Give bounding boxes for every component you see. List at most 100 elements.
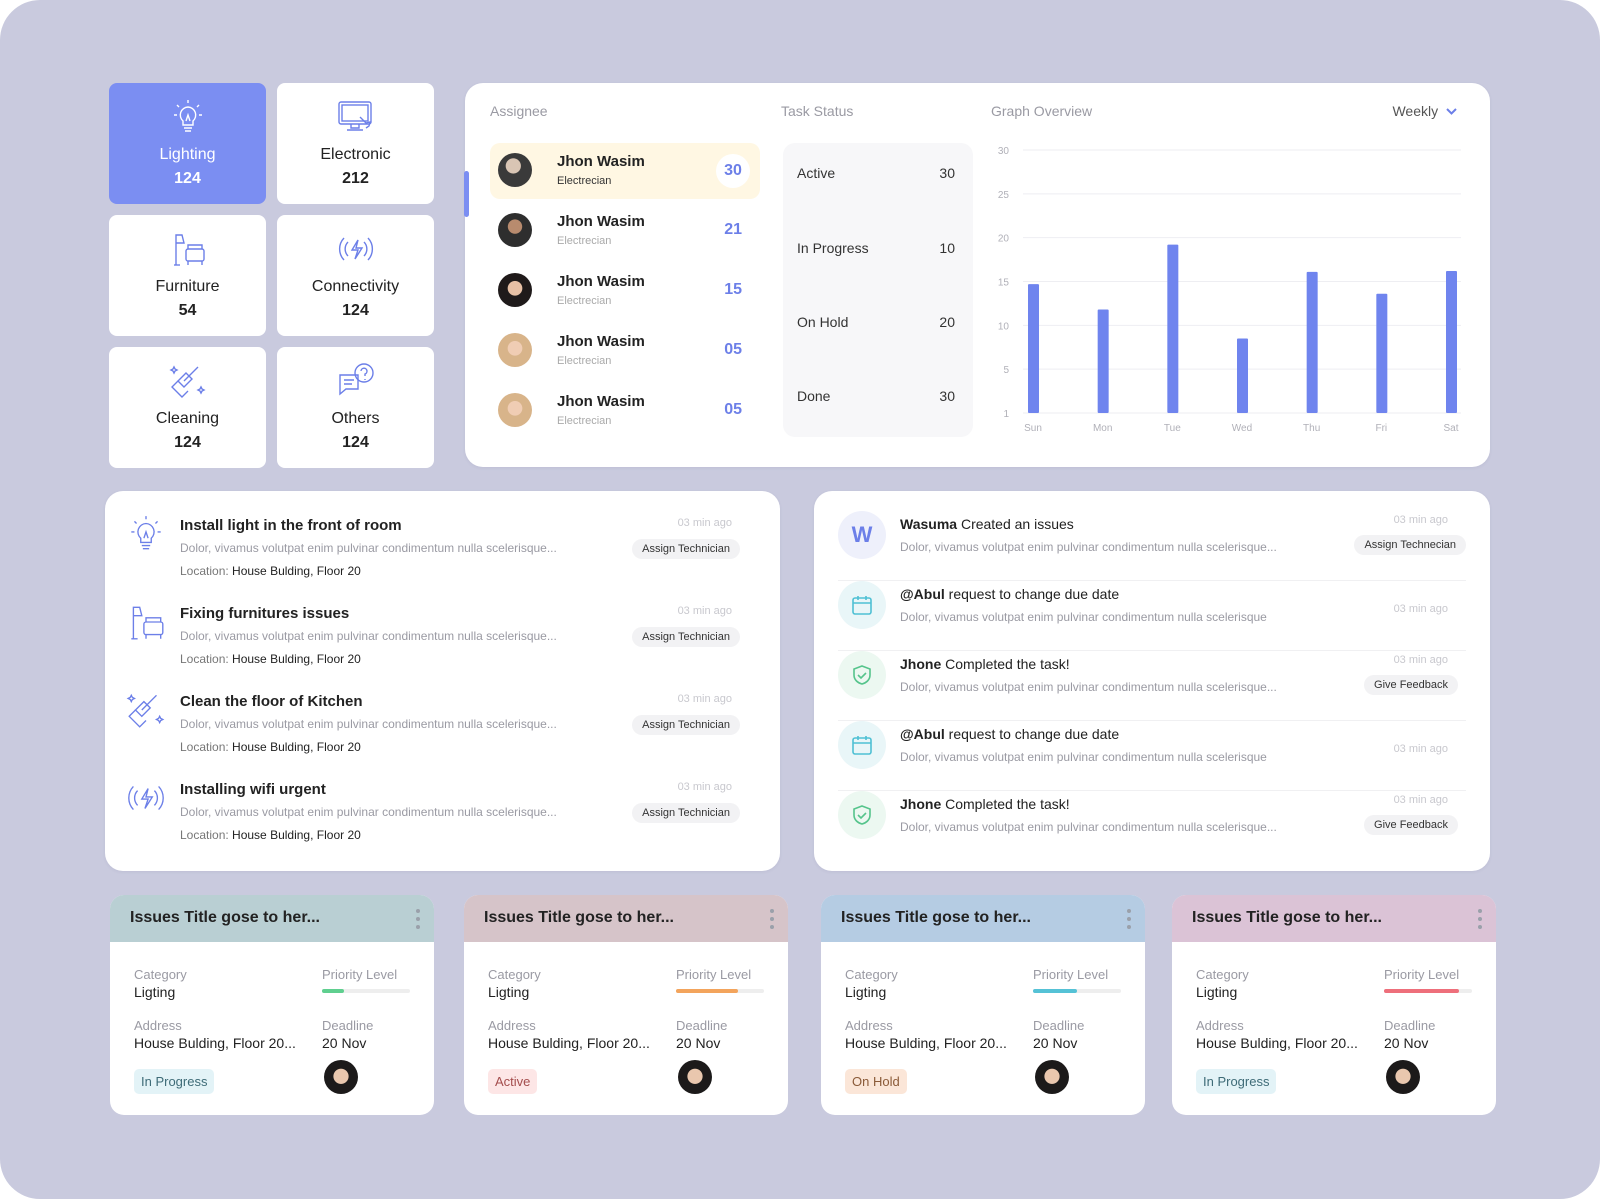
issue-description: Dolor, vivamus volutpat enim pulvinar co… (180, 629, 557, 643)
chevron-down-icon (1446, 108, 1457, 116)
status-label: Done (797, 388, 831, 404)
activity-item[interactable]: Jhone Completed the task! Dolor, vivamus… (838, 651, 1466, 721)
assignee-row[interactable]: Jhon Wasim Electrecian 15 (490, 263, 760, 319)
status-row[interactable]: In Progress 10 (797, 240, 955, 256)
status-row[interactable]: Active 30 (797, 165, 955, 181)
address-value: House Bulding, Floor 20... (134, 1035, 296, 1051)
category-tile-connectivity[interactable]: Connectivity 124 (277, 215, 434, 336)
issue-card[interactable]: Issues Title gose to her... Category Lig… (1172, 895, 1496, 1115)
period-dropdown[interactable]: Weekly (1392, 103, 1457, 119)
calendar-icon (838, 721, 886, 769)
assignee-name: Jhon Wasim (557, 153, 645, 170)
y-tick-label: 20 (998, 234, 1010, 245)
assign-technician-button[interactable]: Assign Technician (632, 803, 740, 823)
priority-fill (1033, 989, 1077, 993)
category-name: Connectivity (311, 278, 400, 295)
priority-label: Priority Level (676, 967, 752, 982)
activity-item[interactable]: @Abul request to change due date Dolor, … (838, 581, 1466, 651)
give-feedback-button[interactable]: Give Feedback (1364, 815, 1458, 835)
category-tile-furniture[interactable]: Furniture 54 (109, 215, 266, 336)
wireless-icon (128, 785, 164, 811)
status-row[interactable]: On Hold 20 (797, 314, 955, 330)
activity-feed: W Wasuma Created an issues Dolor, vivamu… (814, 491, 1490, 871)
priority-fill (676, 989, 738, 993)
assignee-row[interactable]: Jhon Wasim Electrecian 05 (490, 383, 760, 439)
status-row[interactable]: Done 30 (797, 388, 955, 404)
category-tile-electronic[interactable]: Electronic 212 (277, 83, 434, 204)
category-name: Lighting (159, 146, 216, 163)
issue-card-title: Issues Title gose to her... (1172, 895, 1496, 942)
issue-card-title: Issues Title gose to her... (464, 895, 788, 942)
deadline-label: Deadline (1033, 1018, 1085, 1033)
issue-location: Location: House Bulding, Floor 20 (180, 564, 361, 578)
more-options-icon[interactable] (1478, 909, 1482, 929)
category-tile-cleaning[interactable]: Cleaning 124 (109, 347, 266, 468)
assignee-name: Jhon Wasim (557, 393, 645, 410)
status-badge: Active (488, 1069, 538, 1094)
more-options-icon[interactable] (770, 909, 774, 929)
assignee-count: 21 (724, 221, 742, 238)
task-status-list: Active 30 In Progress 10 On Hold 20 Done 30 (783, 143, 973, 437)
issue-card[interactable]: Issues Title gose to her... Category Lig… (821, 895, 1145, 1115)
category-tile-others[interactable]: Others 124 (277, 347, 434, 468)
category-value: Ligting (134, 984, 176, 1000)
chat-question-icon (277, 361, 434, 401)
category-label: Category (488, 967, 541, 982)
assignee-row[interactable]: Jhon Wasim Electrecian 05 (490, 323, 760, 379)
activity-item[interactable]: W Wasuma Created an issues Dolor, vivamu… (838, 511, 1466, 581)
issue-card[interactable]: Issues Title gose to her... Category Lig… (110, 895, 434, 1115)
assign-technecian-button[interactable]: Assign Technecian (1354, 535, 1466, 555)
issue-item[interactable]: Install light in the front of room Dolor… (125, 513, 740, 597)
priority-bar (322, 989, 410, 993)
activity-actor: @Abul (900, 586, 945, 602)
activity-item[interactable]: @Abul request to change due date Dolor, … (838, 721, 1466, 791)
assignee-row[interactable]: Jhon Wasim Electrecian 30 (490, 143, 760, 199)
activity-time: 03 min ago (1393, 743, 1448, 755)
activity-message: request to change due date (944, 586, 1120, 602)
more-options-icon[interactable] (1127, 909, 1131, 929)
assign-technician-button[interactable]: Assign Technician (632, 715, 740, 735)
status-value: 10 (939, 240, 955, 256)
avatar (498, 153, 532, 187)
deadline-label: Deadline (322, 1018, 374, 1033)
issue-description: Dolor, vivamus volutpat enim pulvinar co… (180, 717, 557, 731)
assignee-role: Electrecian (557, 355, 612, 367)
address-value: House Bulding, Floor 20... (845, 1035, 1007, 1051)
more-options-icon[interactable] (416, 909, 420, 929)
location-value: House Bulding, Floor 20 (232, 652, 361, 666)
activity-item[interactable]: Jhone Completed the task! Dolor, vivamus… (838, 791, 1466, 861)
priority-bar (1033, 989, 1121, 993)
assignee-name: Jhon Wasim (557, 333, 645, 350)
address-value: House Bulding, Floor 20... (1196, 1035, 1358, 1051)
issue-card[interactable]: Issues Title gose to her... Category Lig… (464, 895, 788, 1115)
status-label: On Hold (797, 314, 849, 330)
issue-time: 03 min ago (677, 693, 732, 705)
issue-item[interactable]: Clean the floor of Kitchen Dolor, vivamu… (125, 689, 740, 773)
scroll-indicator[interactable] (464, 171, 469, 217)
period-value: Weekly (1392, 103, 1439, 119)
issue-title: Clean the floor of Kitchen (180, 693, 363, 710)
issues-feed: Install light in the front of room Dolor… (105, 491, 780, 871)
avatar (498, 333, 532, 367)
give-feedback-button[interactable]: Give Feedback (1364, 675, 1458, 695)
activity-actor: Wasuma (900, 516, 958, 532)
status-value: 20 (939, 314, 955, 330)
category-tile-lighting[interactable]: Lighting 124 (109, 83, 266, 204)
assignee-row[interactable]: Jhon Wasim Electrecian 21 (490, 203, 760, 259)
category-value: Ligting (845, 984, 887, 1000)
issue-item[interactable]: Fixing furnitures issues Dolor, vivamus … (125, 601, 740, 685)
shield-check-icon (838, 651, 886, 699)
activity-text: Wasuma Created an issues (900, 516, 1074, 532)
weekly-bar-chart: 30 25 20 15 10 5 1 Sun Mon Tue Wed Thu Fri Sat (998, 146, 1461, 434)
issue-item[interactable]: Installing wifi urgent Dolor, vivamus vo… (125, 777, 740, 861)
priority-fill (322, 989, 344, 993)
x-tick-label: Sat (1443, 423, 1458, 434)
chart-bar (1306, 271, 1318, 413)
assignee-count: 15 (724, 281, 742, 298)
category-count: 124 (342, 434, 369, 451)
y-tick-label: 25 (998, 190, 1010, 201)
issue-card-title: Issues Title gose to her... (110, 895, 434, 942)
assign-technician-button[interactable]: Assign Technician (632, 627, 740, 647)
priority-label: Priority Level (1384, 967, 1460, 982)
assign-technician-button[interactable]: Assign Technician (632, 539, 740, 559)
